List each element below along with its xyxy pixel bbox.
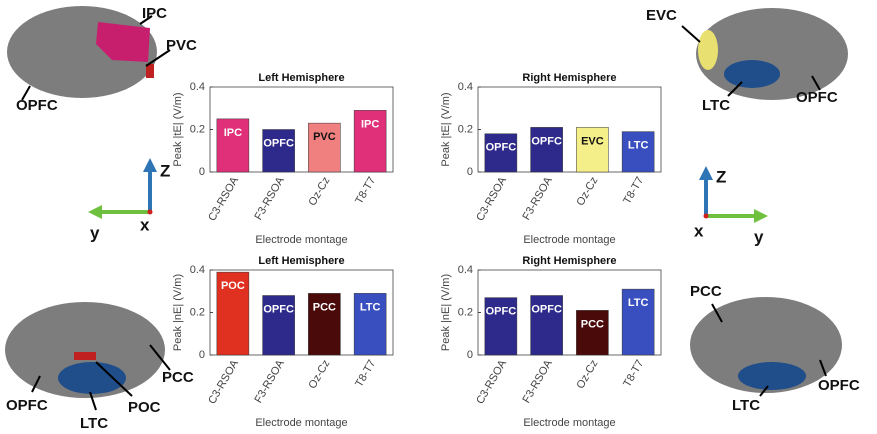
- axis-glyph-right: Z y x: [694, 166, 768, 246]
- axis-glyph-left: Z y x: [88, 158, 170, 242]
- bar-label: EVC: [581, 135, 604, 147]
- chart-title: Left Hemisphere: [258, 255, 344, 267]
- bar: [484, 297, 518, 356]
- bar-label: OPFC: [531, 135, 562, 147]
- x-tick-label: Oz-Cz: [575, 358, 601, 391]
- y-tick-label: 0.2: [190, 306, 205, 318]
- axis-glyph-label: Z: [716, 167, 726, 186]
- bar: [353, 293, 387, 356]
- bar: [262, 295, 295, 356]
- brain-label: POC: [128, 399, 161, 416]
- x-tick-label: Oz-Cz: [307, 175, 333, 208]
- y-tick-label: 0.4: [190, 264, 205, 276]
- bar: [216, 118, 250, 173]
- brain-label: LTC: [702, 97, 730, 114]
- bar-label: POC: [221, 280, 245, 292]
- brain-bottom-right: PCC OPFC LTC: [690, 283, 860, 414]
- bar-label: OPFC: [263, 303, 294, 315]
- brain-label: PVC: [166, 37, 197, 54]
- x-tick-label: F3-RSOA: [521, 357, 556, 405]
- brain-top-left: IPC PVC OPFC: [7, 5, 197, 114]
- bar: [621, 131, 655, 173]
- x-tick-label: T8-T7: [353, 358, 378, 389]
- x-tick-label: C3-RSOA: [474, 357, 509, 406]
- bar-label: OPFC: [486, 306, 517, 318]
- bar: [262, 129, 295, 173]
- axis-glyph-label: y: [754, 227, 764, 246]
- bar-label: PCC: [581, 318, 604, 330]
- bar: [621, 288, 655, 356]
- bar: [484, 133, 518, 173]
- brain-label: OPFC: [818, 377, 860, 394]
- bar: [576, 310, 609, 356]
- bar-label: LTC: [628, 297, 649, 309]
- brain-label: PCC: [162, 369, 194, 386]
- bar: [216, 271, 250, 356]
- x-tick-label: T8-T7: [621, 358, 646, 389]
- brain-label: PCC: [690, 283, 722, 300]
- bar-label: OPFC: [486, 142, 517, 154]
- chart-title: Right Hemisphere: [522, 72, 616, 84]
- y-tick-label: 0.4: [458, 81, 473, 93]
- brain-label: OPFC: [16, 97, 58, 114]
- x-axis-label: Electrode montage: [255, 234, 347, 246]
- y-axis-label: Peak |nE| (V/m): [172, 274, 184, 351]
- chart-title: Left Hemisphere: [258, 72, 344, 84]
- x-tick-label: F3-RSOA: [253, 174, 288, 222]
- bar-label: PVC: [313, 131, 336, 143]
- y-tick-label: 0.2: [458, 123, 473, 135]
- x-tick-label: C3-RSOA: [206, 357, 241, 406]
- axis-glyph-label: x: [694, 221, 704, 240]
- y-tick-label: 0.4: [458, 264, 473, 276]
- axis-glyph-label: x: [140, 215, 150, 234]
- x-tick-label: C3-RSOA: [474, 174, 509, 223]
- brain-label: OPFC: [6, 397, 48, 414]
- brain-bottom-left: PCC POC OPFC LTC: [5, 302, 194, 432]
- y-axis-label: Peak |nE| (V/m): [440, 274, 452, 351]
- brain-label: LTC: [732, 397, 760, 414]
- y-tick-label: 0.2: [458, 306, 473, 318]
- bar-label: OPFC: [263, 137, 294, 149]
- x-tick-label: C3-RSOA: [206, 174, 241, 223]
- y-tick-label: 0.2: [190, 123, 205, 135]
- brain-label: LTC: [80, 415, 108, 432]
- x-tick-label: T8-T7: [353, 175, 378, 206]
- bar: [308, 122, 341, 173]
- bar-label: OPFC: [531, 303, 562, 315]
- y-tick-label: 0: [199, 349, 205, 361]
- y-axis-label: Peak |tE| (V/m): [172, 92, 184, 166]
- y-tick-label: 0: [467, 349, 473, 361]
- x-tick-label: F3-RSOA: [521, 174, 556, 222]
- x-tick-label: T8-T7: [621, 175, 646, 206]
- y-tick-label: 0.4: [190, 81, 205, 93]
- bar-label: LTC: [628, 140, 649, 152]
- bar-label: PCC: [313, 301, 336, 313]
- bar-label: IPC: [224, 127, 242, 139]
- brain-label: EVC: [646, 7, 677, 24]
- bar-label: LTC: [360, 301, 381, 313]
- y-tick-label: 0: [467, 166, 473, 178]
- brain-top-right: EVC LTC OPFC: [646, 7, 848, 114]
- y-axis-label: Peak |tE| (V/m): [440, 92, 452, 166]
- x-axis-label: Electrode montage: [523, 234, 615, 246]
- bar: [576, 127, 609, 173]
- x-tick-label: Oz-Cz: [575, 175, 601, 208]
- bar: [308, 293, 341, 356]
- x-axis-label: Electrode montage: [523, 417, 615, 429]
- axis-glyph-label: Z: [160, 161, 170, 180]
- x-tick-label: Oz-Cz: [307, 358, 333, 391]
- bar: [530, 127, 563, 173]
- x-tick-label: F3-RSOA: [253, 357, 288, 405]
- y-tick-label: 0: [199, 166, 205, 178]
- axis-glyph-label: y: [90, 223, 100, 242]
- x-axis-label: Electrode montage: [255, 417, 347, 429]
- bar: [353, 110, 387, 173]
- bar: [530, 295, 563, 356]
- brain-label: IPC: [142, 5, 167, 22]
- chart-title: Right Hemisphere: [522, 255, 616, 267]
- brain-label: OPFC: [796, 89, 838, 106]
- bar-label: IPC: [361, 118, 379, 130]
